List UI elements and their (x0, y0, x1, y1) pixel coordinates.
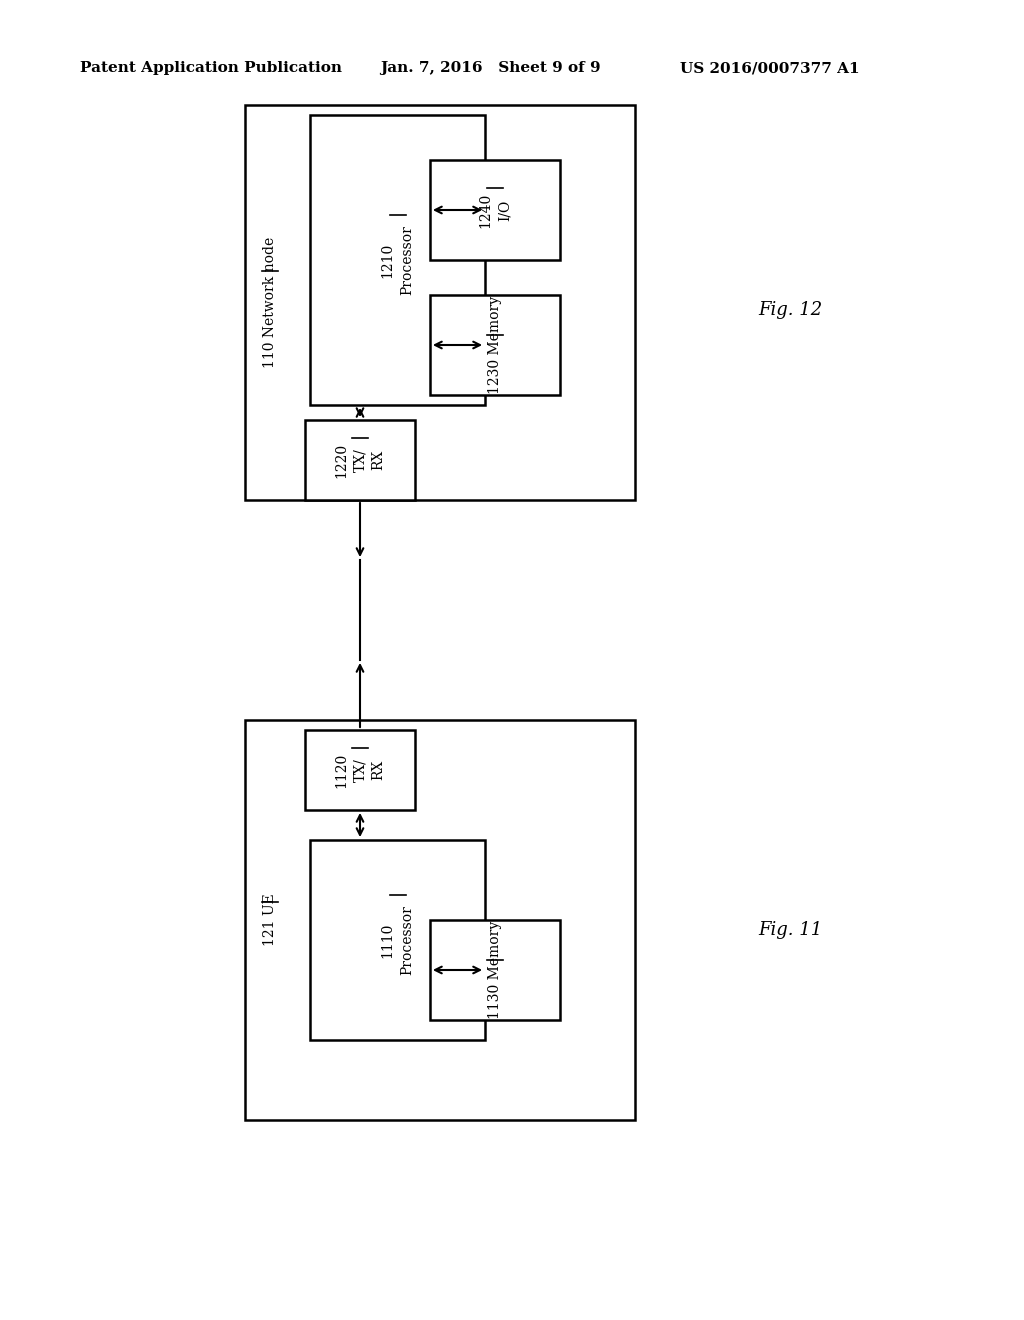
Text: Fig. 11: Fig. 11 (758, 921, 822, 939)
Bar (430, 294, 560, 395)
Text: Patent Application Publication: Patent Application Publication (80, 61, 342, 75)
Text: 1230 Memory: 1230 Memory (488, 296, 502, 395)
Bar (305, 420, 415, 500)
Text: 1220
TX/
RX: 1220 TX/ RX (335, 442, 385, 478)
Bar (310, 115, 485, 405)
Bar (245, 106, 635, 500)
Text: 1210
Processor: 1210 Processor (381, 226, 415, 294)
Text: 1130 Memory: 1130 Memory (488, 921, 502, 1019)
Text: 110 Network node: 110 Network node (263, 236, 278, 368)
Text: 1240
I/O: 1240 I/O (478, 193, 512, 227)
Bar (430, 160, 560, 260)
Text: 1110
Processor: 1110 Processor (381, 906, 415, 975)
Bar (245, 719, 635, 1119)
Text: Fig. 12: Fig. 12 (758, 301, 822, 319)
Bar (430, 920, 560, 1020)
Text: 121 UE: 121 UE (263, 894, 278, 946)
Bar (310, 840, 485, 1040)
Text: 1120
TX/
RX: 1120 TX/ RX (335, 752, 385, 788)
Text: US 2016/0007377 A1: US 2016/0007377 A1 (680, 61, 859, 75)
Text: Jan. 7, 2016   Sheet 9 of 9: Jan. 7, 2016 Sheet 9 of 9 (380, 61, 601, 75)
Bar (305, 730, 415, 810)
